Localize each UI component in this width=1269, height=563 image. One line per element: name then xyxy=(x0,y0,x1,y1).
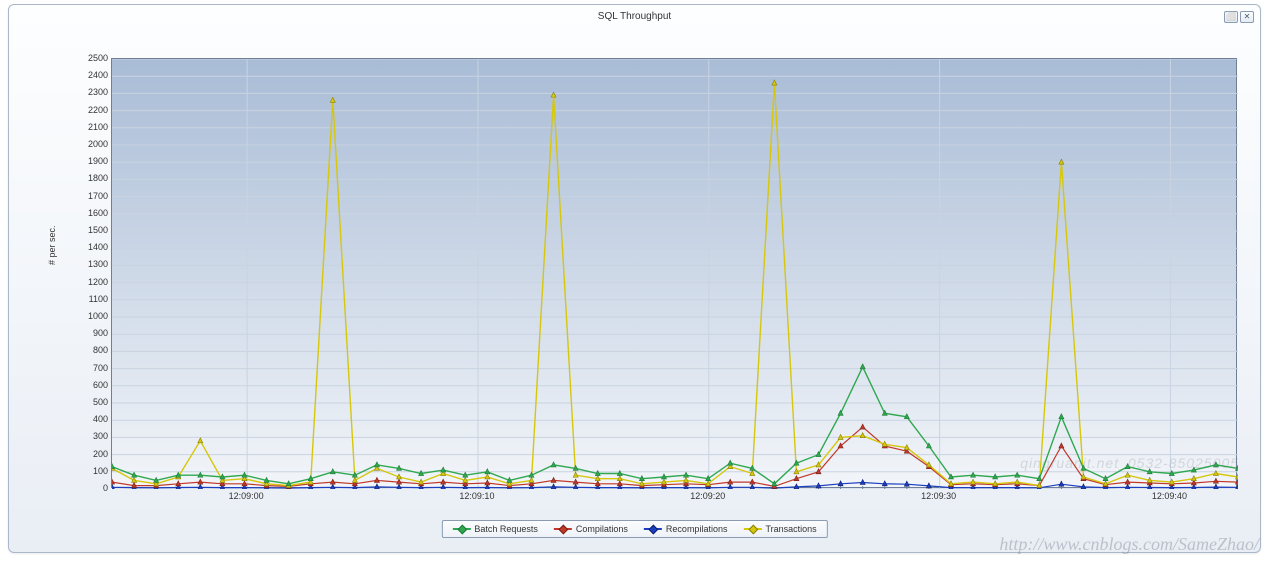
x-tick-label: 12:09:00 xyxy=(229,491,264,501)
legend-swatch-icon xyxy=(452,528,470,530)
x-tick-label: 12:09:20 xyxy=(690,491,725,501)
plot-area xyxy=(111,58,1237,488)
y-tick-label: 2300 xyxy=(68,87,108,97)
y-tick-label: 1400 xyxy=(68,242,108,252)
chart-title: SQL Throughput xyxy=(9,11,1260,22)
legend-item-recompilations: Recompilations xyxy=(644,524,728,534)
y-tick-label: 1300 xyxy=(68,259,108,269)
y-tick-label: 900 xyxy=(68,328,108,338)
y-tick-label: 2400 xyxy=(68,70,108,80)
y-tick-label: 700 xyxy=(68,363,108,373)
y-tick-label: 2500 xyxy=(68,53,108,63)
y-tick-label: 500 xyxy=(68,397,108,407)
x-tick-label: 12:09:30 xyxy=(921,491,956,501)
y-tick-label: 0 xyxy=(68,483,108,493)
chart-svg xyxy=(112,59,1238,489)
y-tick-label: 2200 xyxy=(68,105,108,115)
y-tick-label: 400 xyxy=(68,414,108,424)
chart-panel: SQL Throughput ⬜ ✕ # per sec. Batch Requ… xyxy=(8,4,1261,553)
legend-label: Compilations xyxy=(576,524,628,534)
y-tick-label: 1700 xyxy=(68,191,108,201)
legend-label: Transactions xyxy=(765,524,816,534)
y-tick-label: 1200 xyxy=(68,277,108,287)
y-tick-label: 1500 xyxy=(68,225,108,235)
y-axis-label: # per sec. xyxy=(47,225,57,265)
legend-swatch-icon xyxy=(644,528,662,530)
legend-item-batch-requests: Batch Requests xyxy=(452,524,538,534)
legend-item-compilations: Compilations xyxy=(554,524,628,534)
y-tick-label: 1900 xyxy=(68,156,108,166)
y-tick-label: 1600 xyxy=(68,208,108,218)
y-tick-label: 300 xyxy=(68,431,108,441)
legend-swatch-icon xyxy=(554,528,572,530)
legend-swatch-icon xyxy=(743,528,761,530)
y-tick-label: 100 xyxy=(68,466,108,476)
y-tick-label: 600 xyxy=(68,380,108,390)
title-row: SQL Throughput ⬜ ✕ xyxy=(9,11,1260,27)
y-tick-label: 1100 xyxy=(68,294,108,304)
legend-label: Recompilations xyxy=(666,524,728,534)
legend-item-transactions: Transactions xyxy=(743,524,816,534)
y-tick-label: 1800 xyxy=(68,173,108,183)
y-tick-label: 200 xyxy=(68,449,108,459)
x-tick-label: 12:09:10 xyxy=(459,491,494,501)
x-tick-label: 12:09:40 xyxy=(1152,491,1187,501)
y-tick-label: 1000 xyxy=(68,311,108,321)
legend-label: Batch Requests xyxy=(474,524,538,534)
window-controls: ⬜ ✕ xyxy=(1224,11,1254,23)
y-tick-label: 800 xyxy=(68,345,108,355)
maximize-button[interactable]: ⬜ xyxy=(1224,11,1238,23)
close-button[interactable]: ✕ xyxy=(1240,11,1254,23)
y-tick-label: 2100 xyxy=(68,122,108,132)
y-tick-label: 2000 xyxy=(68,139,108,149)
legend: Batch Requests Compilations Recompilatio… xyxy=(441,520,827,538)
